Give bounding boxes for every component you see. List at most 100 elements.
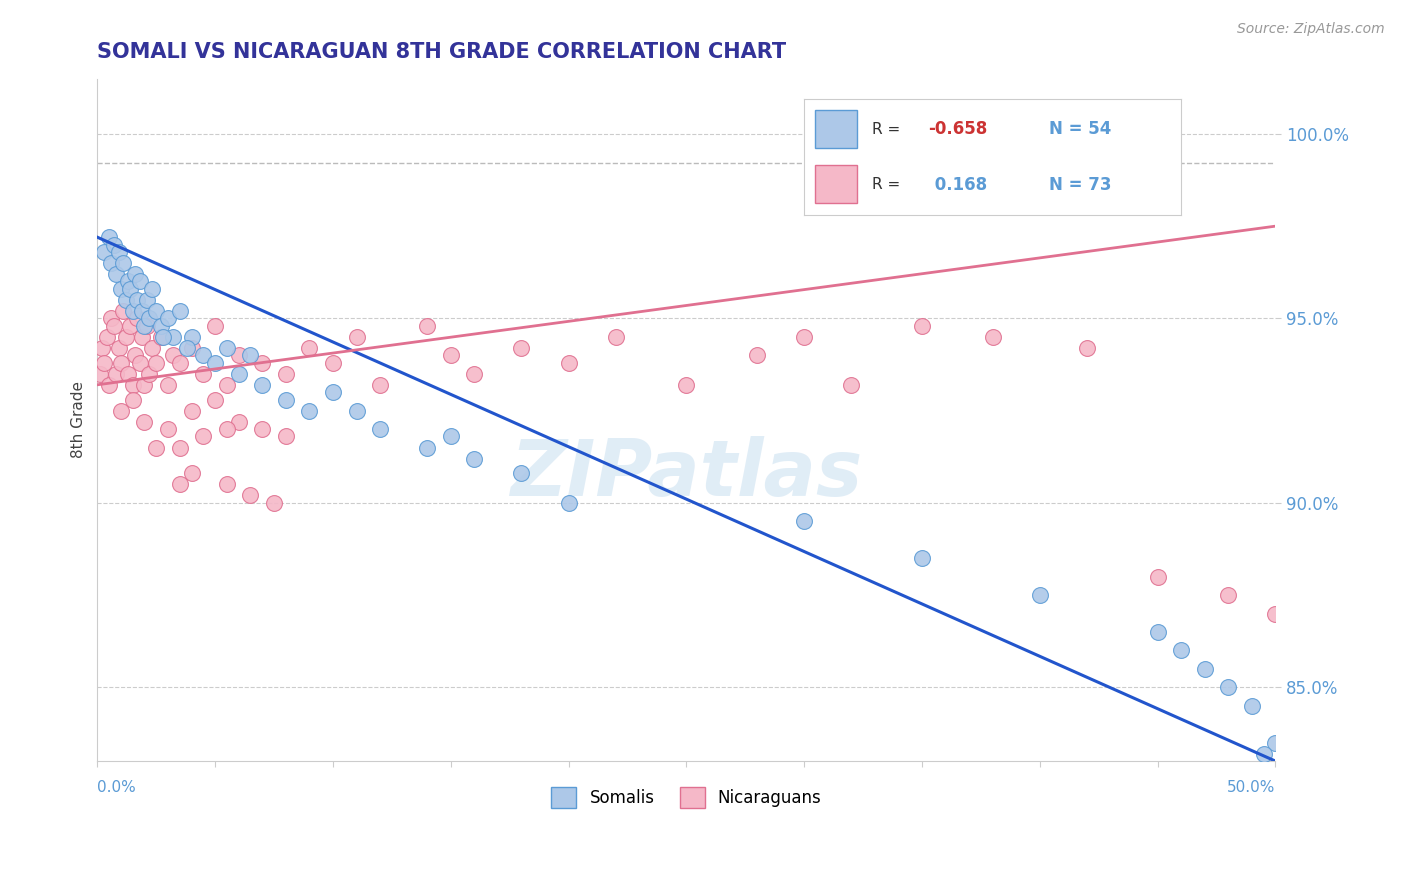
Point [110, 356, 132, 370]
Point [675, 377, 697, 392]
Point [911, 551, 934, 566]
Point [114, 330, 136, 344]
Point [120, 318, 142, 333]
Point [121, 392, 143, 407]
Point [134, 415, 156, 429]
Point [145, 441, 167, 455]
Y-axis label: 8th Grade: 8th Grade [72, 382, 86, 458]
Point [157, 311, 180, 326]
Point [1170, 643, 1192, 657]
Point [114, 293, 136, 307]
Point [112, 256, 135, 270]
Point [981, 330, 1004, 344]
Point [1240, 698, 1263, 713]
Point [1218, 588, 1240, 602]
Point [100, 311, 122, 326]
Point [204, 356, 226, 370]
Point [103, 237, 125, 252]
Point [228, 367, 250, 381]
Point [1218, 681, 1240, 695]
Point [204, 318, 226, 333]
Point [93, 244, 115, 259]
Point [162, 348, 184, 362]
Point [145, 304, 167, 318]
Point [252, 377, 274, 392]
Point [138, 311, 160, 326]
Point [440, 348, 463, 362]
Point [298, 403, 321, 417]
Point [510, 467, 533, 481]
Point [215, 422, 238, 436]
Point [169, 356, 191, 370]
Point [98, 377, 121, 392]
Point [110, 403, 132, 417]
Point [169, 441, 191, 455]
Point [176, 341, 198, 355]
Point [149, 318, 172, 333]
Point [1146, 624, 1168, 639]
Point [100, 256, 122, 270]
Point [416, 318, 439, 333]
Point [1264, 607, 1286, 621]
Point [134, 318, 156, 333]
Text: 0.0%: 0.0% [97, 780, 136, 795]
Point [180, 467, 202, 481]
Point [368, 377, 391, 392]
Point [131, 330, 153, 344]
Point [557, 356, 579, 370]
Point [322, 356, 344, 370]
Point [193, 429, 215, 443]
Point [416, 441, 439, 455]
Point [135, 318, 157, 333]
Point [510, 341, 533, 355]
Point [105, 367, 128, 381]
Point [152, 330, 174, 344]
Point [440, 429, 463, 443]
Point [215, 377, 238, 392]
Point [274, 429, 297, 443]
Point [157, 422, 180, 436]
Point [1076, 341, 1098, 355]
Point [145, 356, 167, 370]
Point [93, 356, 115, 370]
Point [89, 367, 111, 381]
Point [322, 385, 344, 400]
Point [91, 341, 114, 355]
Point [128, 275, 150, 289]
Point [141, 341, 163, 355]
Legend: Somalis, Nicaraguans: Somalis, Nicaraguans [544, 780, 828, 814]
Text: ZIPatlas: ZIPatlas [510, 436, 862, 512]
Point [120, 282, 142, 296]
Point [1264, 736, 1286, 750]
Point [1029, 588, 1052, 602]
Point [128, 356, 150, 370]
Point [169, 477, 191, 491]
Point [215, 477, 238, 491]
Text: 50.0%: 50.0% [1227, 780, 1275, 795]
Point [131, 304, 153, 318]
Point [180, 403, 202, 417]
Point [793, 330, 815, 344]
Point [138, 367, 160, 381]
Point [135, 293, 157, 307]
Point [112, 304, 135, 318]
Point [180, 341, 202, 355]
Point [463, 367, 485, 381]
Point [149, 330, 172, 344]
Point [1253, 747, 1275, 761]
Point [127, 293, 149, 307]
Point [368, 422, 391, 436]
Point [252, 422, 274, 436]
Point [463, 451, 485, 466]
Point [215, 341, 238, 355]
Point [228, 348, 250, 362]
Point [274, 392, 297, 407]
Text: SOMALI VS NICARAGUAN 8TH GRADE CORRELATION CHART: SOMALI VS NICARAGUAN 8TH GRADE CORRELATI… [97, 42, 786, 62]
Point [346, 330, 368, 344]
Point [98, 230, 121, 244]
Point [298, 341, 321, 355]
Point [605, 330, 627, 344]
Point [793, 514, 815, 528]
Point [107, 341, 129, 355]
Point [346, 403, 368, 417]
